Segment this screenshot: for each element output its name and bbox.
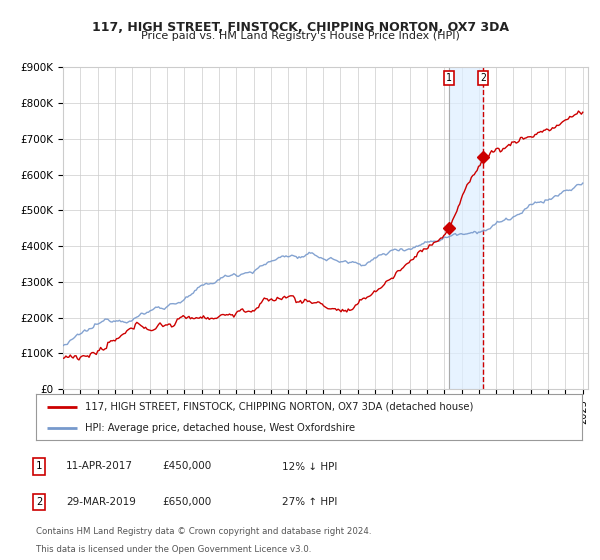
Text: Contains HM Land Registry data © Crown copyright and database right 2024.: Contains HM Land Registry data © Crown c… [36, 527, 371, 536]
Text: 29-MAR-2019: 29-MAR-2019 [66, 497, 136, 507]
Text: 27% ↑ HPI: 27% ↑ HPI [282, 497, 337, 507]
Text: 2: 2 [480, 73, 486, 83]
Text: 1: 1 [446, 73, 452, 83]
Text: 117, HIGH STREET, FINSTOCK, CHIPPING NORTON, OX7 3DA: 117, HIGH STREET, FINSTOCK, CHIPPING NOR… [91, 21, 509, 34]
Text: HPI: Average price, detached house, West Oxfordshire: HPI: Average price, detached house, West… [85, 423, 355, 433]
Text: 2: 2 [36, 497, 42, 507]
Text: 1: 1 [36, 461, 42, 472]
Text: 11-APR-2017: 11-APR-2017 [66, 461, 133, 472]
Text: £650,000: £650,000 [162, 497, 211, 507]
Text: 12% ↓ HPI: 12% ↓ HPI [282, 461, 337, 472]
Text: 117, HIGH STREET, FINSTOCK, CHIPPING NORTON, OX7 3DA (detached house): 117, HIGH STREET, FINSTOCK, CHIPPING NOR… [85, 402, 473, 412]
Bar [449, 67, 483, 389]
Text: £450,000: £450,000 [162, 461, 211, 472]
Text: Price paid vs. HM Land Registry's House Price Index (HPI): Price paid vs. HM Land Registry's House … [140, 31, 460, 41]
Text: This data is licensed under the Open Government Licence v3.0.: This data is licensed under the Open Gov… [36, 545, 311, 554]
